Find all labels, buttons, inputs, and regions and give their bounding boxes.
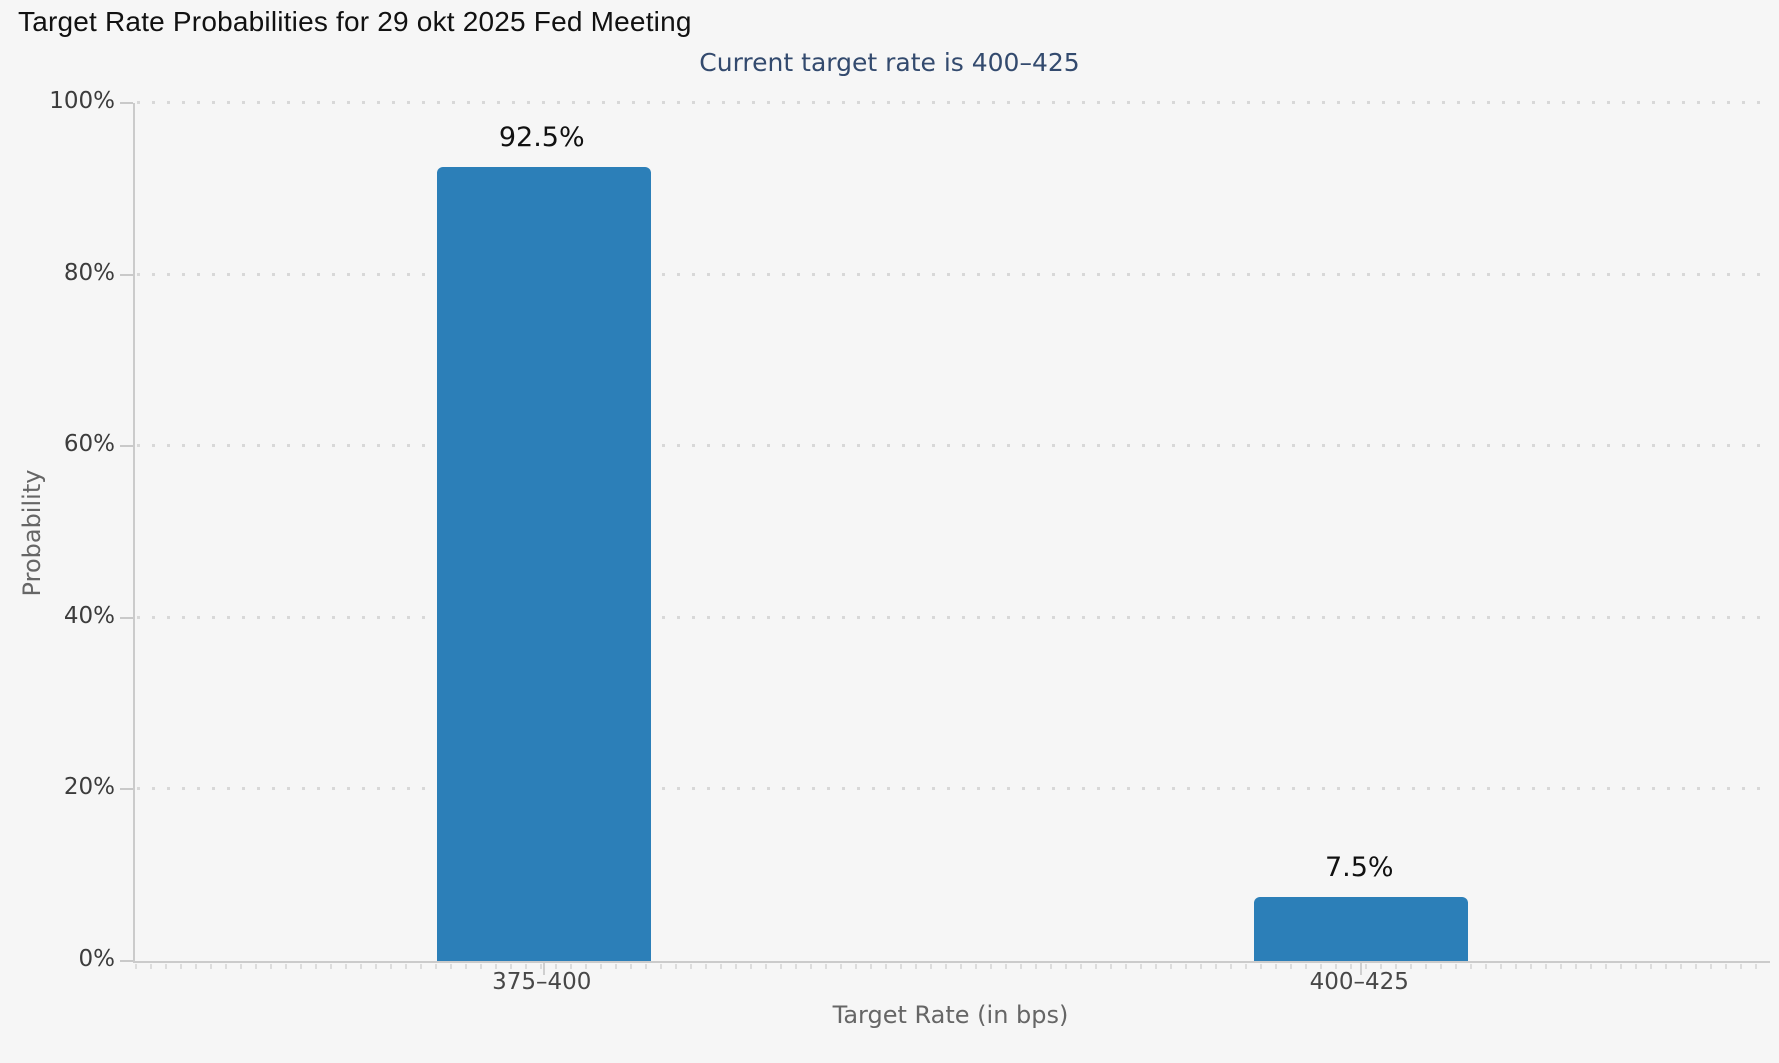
y-tick-label-20: 20% <box>63 774 115 801</box>
y-tick-80 <box>120 273 133 276</box>
plot-area <box>120 101 1770 975</box>
y-tick-100 <box>120 102 133 104</box>
bar-value-label: 7.5% <box>1324 851 1394 883</box>
y-tick-label-0: 0% <box>78 946 116 972</box>
bar-value-label: 92.5% <box>498 122 585 154</box>
x-category-label-375–400: 375–400 <box>492 969 592 995</box>
x-axis-title: Target Rate (in bps) <box>832 1001 1069 1029</box>
gridline-100 <box>137 101 1770 104</box>
y-axis-title: Probability <box>18 469 46 597</box>
y-tick-label-60: 60% <box>63 431 115 458</box>
y-tick-60 <box>120 445 133 448</box>
x-category-label-400–425: 400–425 <box>1309 969 1409 995</box>
y-tick-label-40: 40% <box>63 602 115 629</box>
x-tick-400–425 <box>1360 963 1363 975</box>
gridline-40 <box>137 615 1770 619</box>
gridline-60 <box>137 444 1770 448</box>
bar-375–400[interactable] <box>436 167 651 961</box>
y-tick-label-100: 100% <box>49 88 115 114</box>
y-tick-label-80: 80% <box>63 259 115 286</box>
chart-title: Target Rate Probabilities for 29 okt 202… <box>18 6 692 37</box>
y-tick-0 <box>120 960 133 962</box>
y-tick-20 <box>120 788 133 791</box>
gridline-80 <box>137 272 1770 276</box>
bar-400–425[interactable] <box>1254 896 1469 961</box>
x-axis-minor-ticks <box>135 964 1770 969</box>
chart-subtitle: Current target rate is 400–425 <box>699 48 1080 77</box>
x-tick-375–400 <box>542 963 545 975</box>
y-tick-40 <box>120 616 133 619</box>
gridline-20 <box>137 787 1770 791</box>
